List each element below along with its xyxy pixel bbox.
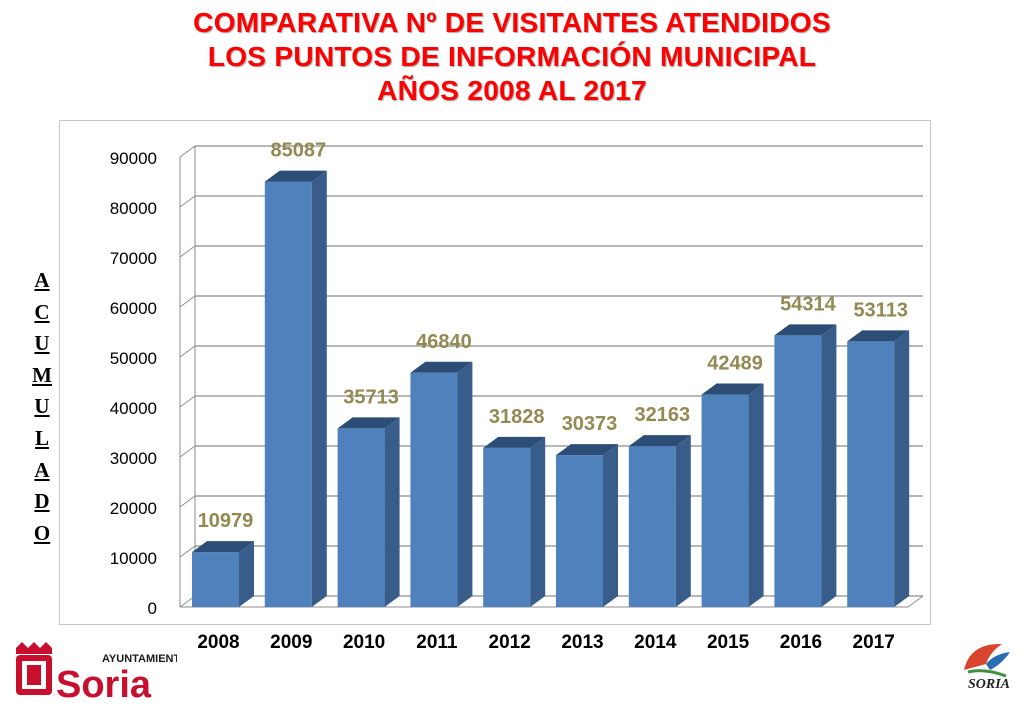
bar-top	[410, 361, 473, 373]
gridline-diagonal	[179, 545, 196, 558]
bar-top	[701, 383, 764, 395]
title-line-1: COMPARATIVA Nº DE VISITANTES ATENDIDOS	[193, 7, 831, 38]
bar-top	[192, 541, 254, 553]
y-axis-title-letter: U	[34, 331, 50, 356]
x-tick-label: 2010	[343, 632, 385, 653]
gridline-diagonal	[179, 345, 196, 358]
floor-edge	[907, 595, 924, 608]
gridline-diagonal	[179, 395, 196, 408]
gridline-diagonal	[179, 495, 196, 508]
bar-top	[264, 170, 327, 182]
logo-ayuntamiento-text: AYUNTAMIENTO	[102, 653, 177, 665]
x-tick-label: 2009	[270, 632, 312, 653]
bar-top	[847, 330, 910, 342]
bar-side	[821, 324, 837, 607]
coat-of-arms-icon	[16, 642, 52, 695]
x-tick-label: 2011	[416, 632, 458, 653]
y-axis-title-letter: A	[34, 268, 50, 292]
bar-top	[774, 324, 837, 336]
data-label: 31828	[489, 406, 545, 428]
bar	[556, 455, 603, 607]
y-axis-title-letter: L	[34, 425, 49, 450]
y-tick-label: 80000	[110, 199, 157, 218]
y-axis-title-letter: A	[34, 457, 50, 482]
y-tick-label: 30000	[110, 449, 157, 468]
y-tick-label: 40000	[110, 399, 157, 418]
y-axis-title-letter: D	[34, 489, 50, 514]
data-label: 42489	[707, 353, 763, 375]
ayuntamiento-soria-logo: AYUNTAMIENTO Soria	[12, 640, 189, 706]
bar	[847, 341, 895, 607]
y-tick-label: 50000	[110, 349, 157, 368]
data-label: 85087	[270, 140, 326, 162]
bar-side	[384, 417, 400, 607]
logo-soria-text: Soria	[56, 664, 152, 700]
y-axis-title-letter: O	[33, 520, 51, 545]
bar-side	[894, 330, 910, 607]
bar-top	[628, 435, 691, 447]
bar	[701, 394, 749, 607]
bar	[483, 447, 531, 607]
y-tick-label: 0	[148, 599, 157, 618]
bar	[410, 372, 458, 607]
gridline-diagonal	[179, 295, 196, 308]
chart-frame	[59, 120, 931, 625]
x-tick-label: 2008	[197, 632, 239, 653]
bar	[192, 552, 239, 607]
bar	[628, 446, 676, 607]
soria-brand-text: SORIA	[968, 677, 1010, 692]
title-line-2: LOS PUNTOS DE INFORMACIÓN MUNICIPAL	[207, 41, 817, 72]
data-label: 10979	[198, 510, 254, 532]
y-tick-label: 60000	[110, 299, 157, 318]
data-label: 35713	[343, 386, 399, 408]
gridline-diagonal	[179, 445, 196, 458]
title-line-3: AÑOS 2008 AL 2017	[377, 75, 647, 106]
bar-side	[530, 436, 546, 607]
bar-side	[311, 170, 327, 607]
y-tick-label: 90000	[110, 149, 157, 168]
y-axis-title-letter: C	[34, 299, 50, 324]
data-label: 32163	[634, 404, 690, 426]
y-tick-label: 70000	[110, 249, 157, 268]
data-label: 30373	[562, 413, 618, 435]
data-label: 53113	[853, 299, 908, 321]
gridline-diagonal	[179, 145, 196, 158]
gridline-diagonal	[179, 245, 196, 258]
x-tick-label: 2016	[780, 632, 822, 653]
bar	[337, 428, 385, 607]
y-axis-title-letter: M	[32, 362, 52, 387]
data-label: 54314	[780, 293, 836, 315]
y-tick-label: 10000	[110, 549, 157, 568]
x-tick-label: 2015	[707, 632, 750, 653]
bar-top	[337, 417, 400, 429]
data-label: 46840	[416, 331, 472, 353]
bar-side	[675, 435, 691, 607]
bar	[774, 335, 822, 607]
x-tick-label: 2017	[853, 632, 895, 653]
bar-side	[603, 444, 618, 607]
bar-side	[239, 541, 254, 607]
soria-brand-logo: SORIA	[950, 638, 1020, 703]
gridline-diagonal	[179, 195, 196, 208]
x-tick-label: 2012	[489, 632, 531, 653]
y-axis-title-letter: U	[34, 394, 50, 419]
x-tick-label: 2013	[561, 632, 603, 653]
bar-top	[483, 436, 546, 448]
x-tick-label: 2014	[634, 632, 677, 653]
bar	[264, 181, 312, 607]
bar-top	[556, 444, 618, 456]
soria-brand-logo-icon	[964, 643, 1010, 678]
y-tick-label: 20000	[110, 499, 157, 518]
bar-side	[748, 383, 764, 607]
chart-title: COMPARATIVA Nº DE VISITANTES ATENDIDOS L…	[0, 6, 1024, 108]
bar-side	[457, 361, 473, 607]
